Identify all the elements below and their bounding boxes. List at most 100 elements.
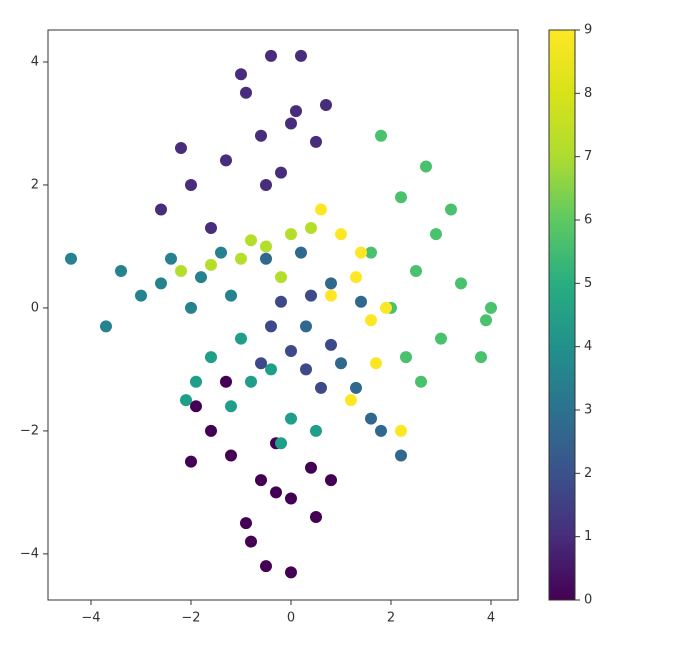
- point: [375, 424, 387, 437]
- axes-frame: [47, 29, 519, 601]
- point: [275, 166, 287, 179]
- point: [155, 203, 167, 216]
- point: [380, 301, 392, 314]
- point: [245, 234, 257, 247]
- y-tick-label: 0: [31, 300, 39, 315]
- point: [290, 105, 302, 118]
- point: [135, 289, 147, 302]
- point: [305, 289, 317, 302]
- point: [275, 271, 287, 284]
- point: [295, 49, 307, 62]
- point: [310, 510, 322, 523]
- point: [455, 277, 467, 290]
- point: [300, 320, 312, 333]
- point: [285, 228, 297, 241]
- point: [245, 535, 257, 548]
- point: [300, 363, 312, 376]
- point: [355, 246, 367, 259]
- point: [215, 246, 227, 259]
- point: [420, 160, 432, 173]
- point: [325, 338, 337, 351]
- colorbar-tick-label: 4: [584, 339, 592, 354]
- point: [400, 351, 412, 364]
- point: [265, 49, 277, 62]
- colorbar-tick-label: 1: [584, 529, 592, 544]
- colorbar-tick-label: 6: [584, 213, 592, 228]
- point: [410, 265, 422, 278]
- point: [205, 424, 217, 437]
- y-tick-label: 2: [31, 177, 39, 192]
- point: [255, 357, 267, 370]
- point: [205, 351, 217, 364]
- point: [335, 357, 347, 370]
- point: [435, 332, 447, 345]
- point: [245, 375, 257, 388]
- point: [240, 86, 252, 99]
- x-tick-label: −4: [81, 611, 100, 626]
- point: [275, 437, 287, 450]
- point: [255, 474, 267, 487]
- point: [285, 412, 297, 425]
- point: [305, 461, 317, 474]
- point: [225, 449, 237, 462]
- y-tick-label: −4: [20, 546, 39, 561]
- point: [350, 381, 362, 394]
- point: [225, 289, 237, 302]
- point: [295, 246, 307, 259]
- point: [445, 203, 457, 216]
- point: [395, 191, 407, 204]
- point: [255, 129, 267, 142]
- point: [325, 289, 337, 302]
- point: [220, 375, 232, 388]
- x-tick-label: 0: [287, 611, 295, 626]
- plot-points: [65, 49, 497, 579]
- point: [175, 142, 187, 155]
- point: [315, 381, 327, 394]
- point: [185, 455, 197, 468]
- point: [370, 357, 382, 370]
- point: [265, 363, 277, 376]
- point: [260, 178, 272, 191]
- colorbar: [548, 29, 576, 601]
- point: [185, 178, 197, 191]
- point: [395, 424, 407, 437]
- point: [115, 265, 127, 278]
- point: [65, 252, 77, 265]
- x-tick-label: 2: [387, 611, 395, 626]
- point: [365, 246, 377, 259]
- point: [475, 351, 487, 364]
- point: [235, 252, 247, 265]
- colorbar-tick-label: 0: [584, 593, 592, 608]
- point: [365, 314, 377, 327]
- colorbar-tick-label: 5: [584, 276, 592, 291]
- point: [430, 228, 442, 241]
- point: [480, 314, 492, 327]
- point: [485, 301, 497, 314]
- point: [315, 203, 327, 216]
- y-tick-label: 4: [31, 54, 39, 69]
- point: [100, 320, 112, 333]
- point: [155, 277, 167, 290]
- point: [205, 221, 217, 234]
- point: [165, 252, 177, 265]
- point: [260, 252, 272, 265]
- colorbar-tick-label: 8: [584, 86, 592, 101]
- point: [375, 129, 387, 142]
- point: [275, 295, 287, 308]
- point: [325, 277, 337, 290]
- point: [310, 135, 322, 148]
- x-tick-label: −2: [181, 611, 200, 626]
- x-tick-label: 4: [487, 611, 495, 626]
- point: [265, 320, 277, 333]
- point: [320, 99, 332, 112]
- point: [180, 394, 192, 407]
- point: [355, 295, 367, 308]
- point: [220, 154, 232, 167]
- point: [365, 412, 377, 425]
- point: [285, 492, 297, 505]
- y-tick-label: −2: [20, 423, 39, 438]
- point: [285, 566, 297, 579]
- point: [185, 301, 197, 314]
- colorbar-tick-label: 2: [584, 466, 592, 481]
